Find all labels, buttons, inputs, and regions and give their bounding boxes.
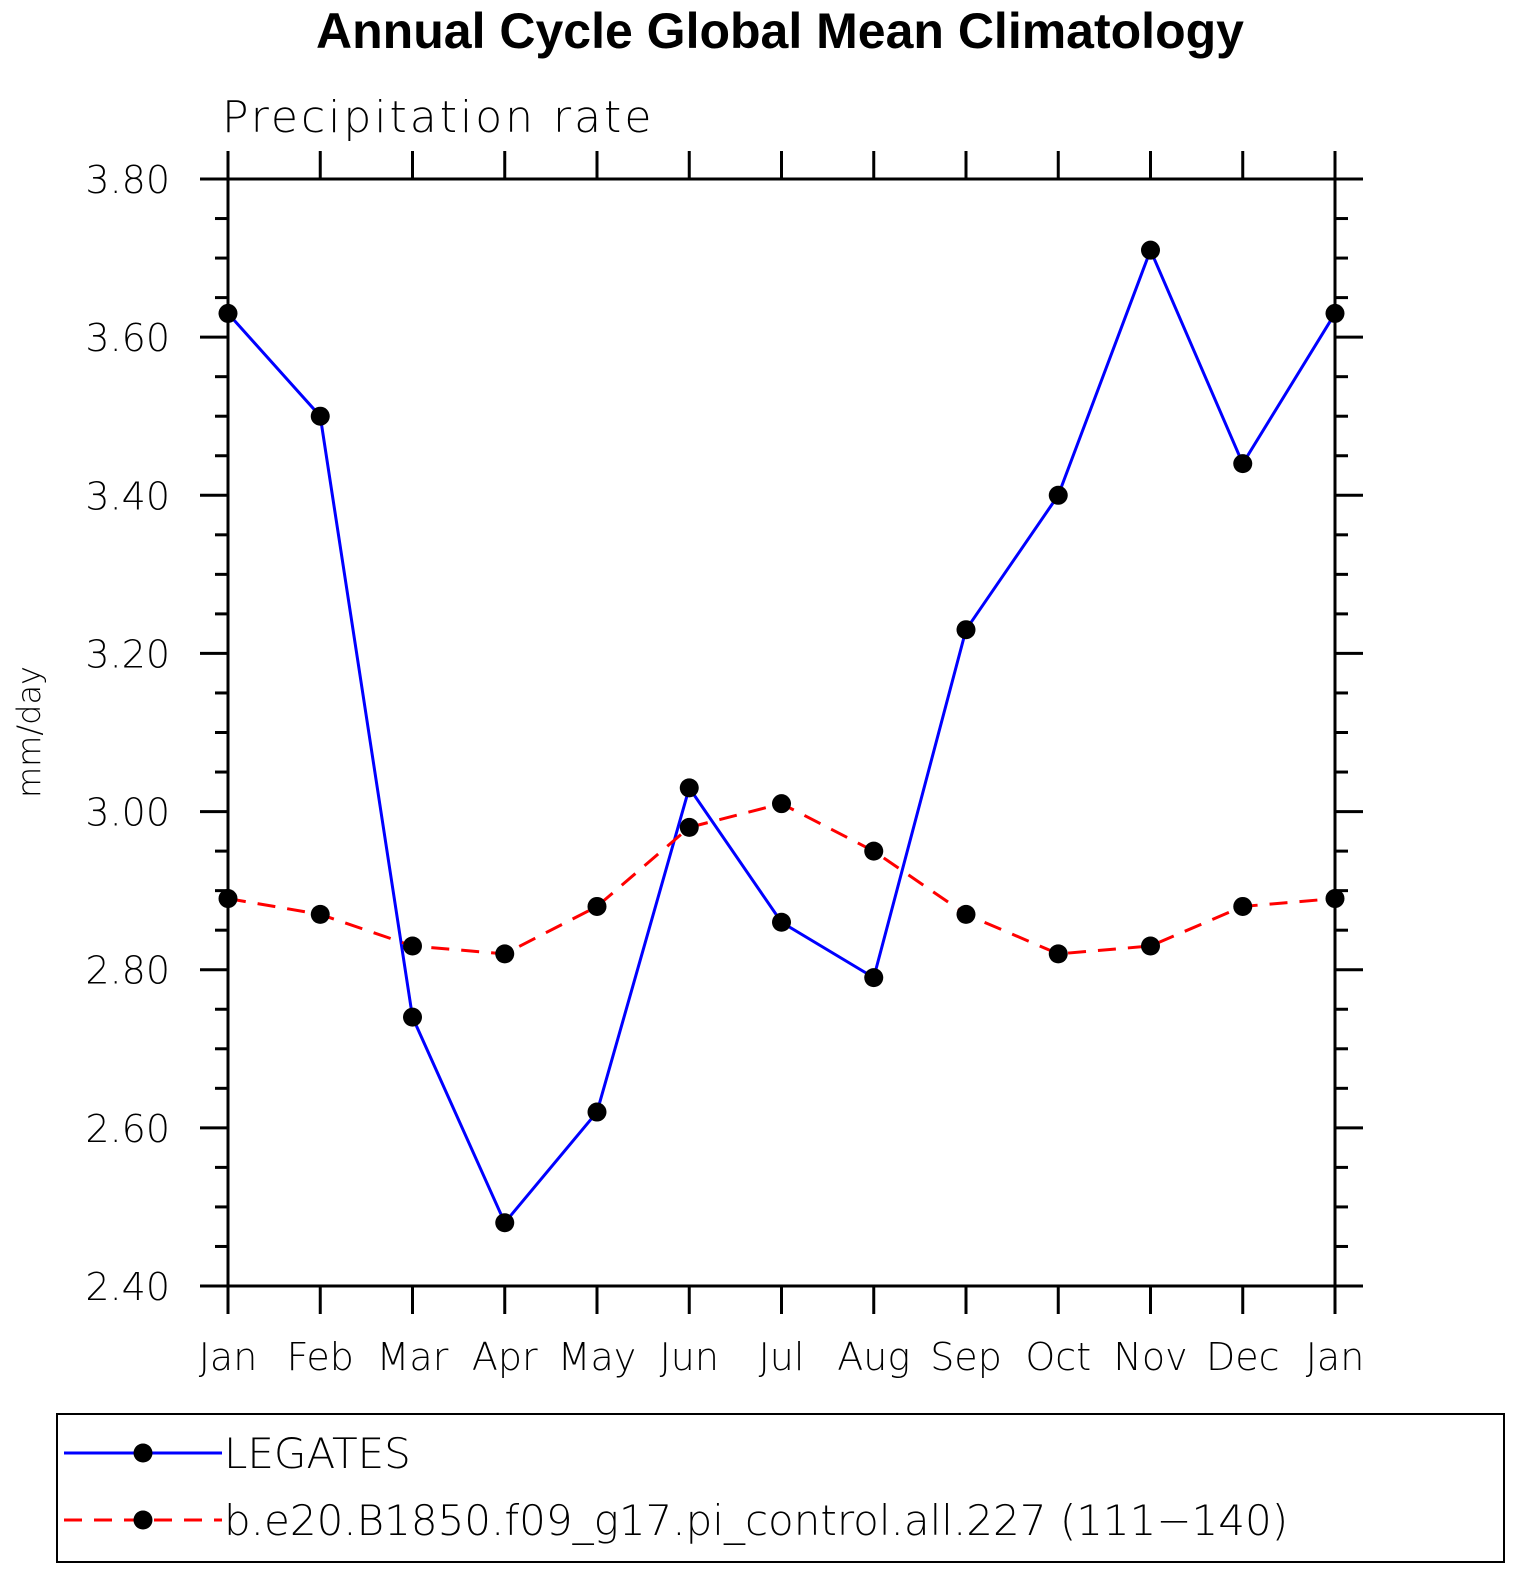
series-1-point xyxy=(1325,303,1345,323)
y-tick-label: 2.60 xyxy=(85,1107,170,1151)
series-1-point xyxy=(495,1213,515,1233)
chart-subtitle: Precipitation rate xyxy=(222,92,654,143)
x-tick-label: Jul xyxy=(759,1335,805,1379)
x-tick-label: Sep xyxy=(930,1335,1002,1379)
y-tick-label: 3.40 xyxy=(85,474,170,518)
series-line-1 xyxy=(226,246,1337,1226)
chart-title: Annual Cycle Global Mean Climatology xyxy=(316,3,1244,59)
series-2-point xyxy=(1325,889,1345,909)
series-1-point xyxy=(310,406,330,426)
series-2-point xyxy=(1141,936,1160,956)
y-tick-label: 2.80 xyxy=(85,949,170,993)
y-tick-label: 3.20 xyxy=(85,632,170,676)
y-tick-label: 3.60 xyxy=(85,316,170,360)
x-tick-label: Nov xyxy=(1113,1335,1187,1379)
legend-marker-2 xyxy=(133,1510,153,1530)
series-2-point xyxy=(495,944,515,964)
series-2-point xyxy=(679,817,699,837)
series-layer xyxy=(218,240,1345,1233)
x-tick-labels: Jan Feb Mar Apr May Jun Jul Aug Sep Oct Nov Dec Jan xyxy=(199,1335,1365,1379)
x-tick-label: Apr xyxy=(472,1335,538,1379)
plot-frame xyxy=(226,177,1337,1288)
series-2-point xyxy=(587,896,607,916)
y-tick-label: 3.80 xyxy=(85,158,170,202)
y-tick-label: 3.00 xyxy=(85,791,170,835)
series-1-point xyxy=(403,1007,422,1027)
x-tick-label: Dec xyxy=(1206,1335,1280,1379)
plot-border xyxy=(226,177,1337,1288)
series-2-point xyxy=(310,904,330,924)
series-1-point xyxy=(1048,485,1068,505)
series-1-point xyxy=(772,912,791,932)
y-axis-label: mm/day xyxy=(10,666,48,798)
x-tick-label: Aug xyxy=(837,1335,910,1379)
x-tick-label: Jan xyxy=(199,1335,258,1379)
legend-label-1: LEGATES xyxy=(224,1429,411,1478)
legend: LEGATES b.e20.B1850.f09_g17.pi_control.al… xyxy=(56,1413,1505,1563)
x-tick-label: Oct xyxy=(1025,1335,1091,1379)
axis-ticks xyxy=(200,151,1363,1314)
legend-box xyxy=(56,1413,1505,1563)
series-1-point xyxy=(1141,240,1160,260)
series-2-point xyxy=(864,841,884,861)
series-1-point xyxy=(679,778,699,798)
x-tick-label: Feb xyxy=(287,1335,354,1379)
x-tick-label: Jun xyxy=(660,1335,719,1379)
series-1-point xyxy=(1233,454,1253,474)
series-2-point xyxy=(1233,896,1253,916)
series-2-point xyxy=(772,794,791,814)
series-1-point xyxy=(587,1102,607,1122)
series-1-point xyxy=(864,968,884,988)
x-tick-label: Mar xyxy=(377,1335,449,1379)
series-1-point xyxy=(218,303,238,323)
y-tick-labels: 2.40 2.60 2.80 3.00 3.20 3.40 3.60 3.80 xyxy=(85,158,170,1309)
x-tick-label: Jan xyxy=(1306,1335,1365,1379)
legend-marker-1 xyxy=(133,1443,153,1463)
series-2-point xyxy=(403,936,422,956)
legend-label-2: b.e20.B1850.f09_g17.pi_control.all.227 (… xyxy=(224,1496,1288,1545)
series-2-point xyxy=(1048,944,1068,964)
series-1-point xyxy=(956,620,976,640)
series-2-point xyxy=(956,904,976,924)
y-tick-label: 2.40 xyxy=(85,1265,170,1309)
series-2-point xyxy=(218,889,238,909)
x-tick-label: May xyxy=(558,1335,637,1379)
